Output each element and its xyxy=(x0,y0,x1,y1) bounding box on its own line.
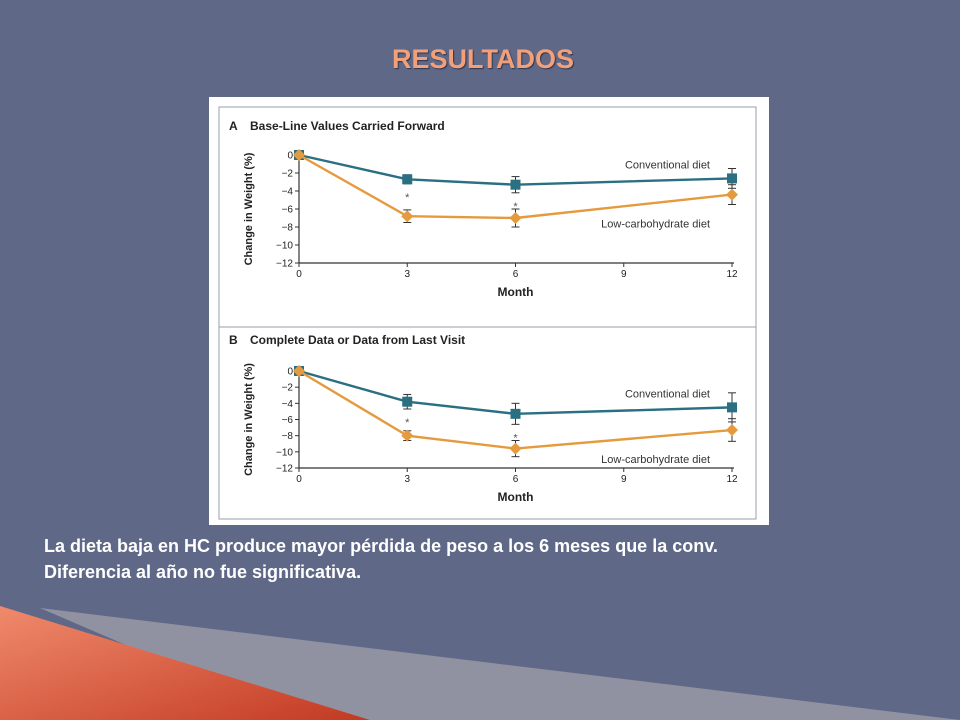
x-tick-label: 6 xyxy=(513,474,519,485)
series-line-conventional xyxy=(298,369,733,416)
caption: La dieta baja en HC produce mayor pérdid… xyxy=(44,533,954,585)
panel-border xyxy=(218,326,757,520)
data-point-low-carb xyxy=(293,365,305,377)
data-point-low-carb xyxy=(401,210,414,223)
data-point-low-carb xyxy=(726,188,738,201)
y-tick-label: −8 xyxy=(282,431,294,442)
data-point-low-carb xyxy=(401,429,414,442)
panel-label: B xyxy=(229,333,238,347)
y-tick-label: 0 xyxy=(287,367,293,378)
caption-line-2: Diferencia al año no fue significativa. xyxy=(44,562,362,582)
y-tick-label: 0 xyxy=(287,151,293,162)
data-point-low-carb xyxy=(509,442,522,455)
significance-marker: * xyxy=(405,192,410,204)
decor-wave-red xyxy=(0,606,370,720)
data-point-conventional xyxy=(727,402,737,413)
x-tick-label: 6 xyxy=(513,269,519,280)
series-line-conventional xyxy=(298,153,733,186)
chart-panel-b: B Complete Data or Data from Last Visit0−… xyxy=(218,326,757,520)
figure-svg: A Base-Line Values Carried Forward 0 −2 −4 −6… xyxy=(218,106,757,520)
significance-marker: * xyxy=(513,201,518,213)
data-point-low-carb xyxy=(293,149,305,161)
y-tick-label: −8 xyxy=(282,223,294,234)
data-point-conventional xyxy=(402,174,413,185)
panel-title: Base-Line Values Carried Forward xyxy=(250,119,445,133)
series-label: Conventional diet xyxy=(625,159,710,171)
y-tick-label: −2 xyxy=(282,383,294,394)
series-label: Low-carbohydrate diet xyxy=(601,219,710,231)
y-tick-label: −4 xyxy=(282,187,294,198)
y-tick-label: −6 xyxy=(282,205,294,216)
chart-panel-a: A Base-Line Values Carried Forward 0 −2 −4 −6… xyxy=(218,106,757,328)
data-point-low-carb xyxy=(509,212,522,224)
x-tick-label: 12 xyxy=(726,269,738,280)
x-tick-label: 9 xyxy=(621,269,627,280)
caption-line-1: La dieta baja en HC produce mayor pérdid… xyxy=(44,536,718,556)
series-line-low-carb xyxy=(298,369,733,450)
data-point-low-carb xyxy=(726,424,738,437)
panel-label: A xyxy=(229,119,238,133)
y-tick-label: −10 xyxy=(276,447,293,458)
x-tick-label: 0 xyxy=(296,269,302,280)
data-point-conventional xyxy=(510,179,521,190)
x-tick-label: 0 xyxy=(296,474,302,485)
y-axis-label: Change in Weight (%) xyxy=(243,363,255,476)
series-label: Low-carbohydrate diet xyxy=(601,454,710,466)
y-tick-label: −12 xyxy=(276,259,293,270)
x-axis-label: Month xyxy=(498,285,534,299)
y-tick-label: −6 xyxy=(282,415,294,426)
x-tick-label: 3 xyxy=(404,474,410,485)
slide-title: RESULTADOS xyxy=(392,44,574,74)
data-point-conventional xyxy=(510,408,521,419)
x-tick-label: 12 xyxy=(726,474,738,485)
series-label: Conventional diet xyxy=(625,388,710,400)
figure-card: A Base-Line Values Carried Forward 0 −2 −4 −6… xyxy=(209,97,769,525)
y-tick-label: −4 xyxy=(282,399,294,410)
y-axis-label: Change in Weight (%) xyxy=(243,152,255,265)
series-line-low-carb xyxy=(298,153,733,220)
y-tick-label: −2 xyxy=(282,169,294,180)
panel-title: Complete Data or Data from Last Visit xyxy=(250,333,465,347)
x-axis-label: Month xyxy=(498,490,534,504)
significance-marker: * xyxy=(405,417,410,429)
data-point-conventional xyxy=(402,396,413,407)
x-tick-label: 3 xyxy=(404,269,410,280)
data-point-conventional xyxy=(727,173,737,184)
y-tick-label: −10 xyxy=(276,241,293,252)
y-tick-label: −12 xyxy=(276,464,293,475)
x-tick-label: 9 xyxy=(621,474,627,485)
significance-marker: * xyxy=(513,432,518,444)
